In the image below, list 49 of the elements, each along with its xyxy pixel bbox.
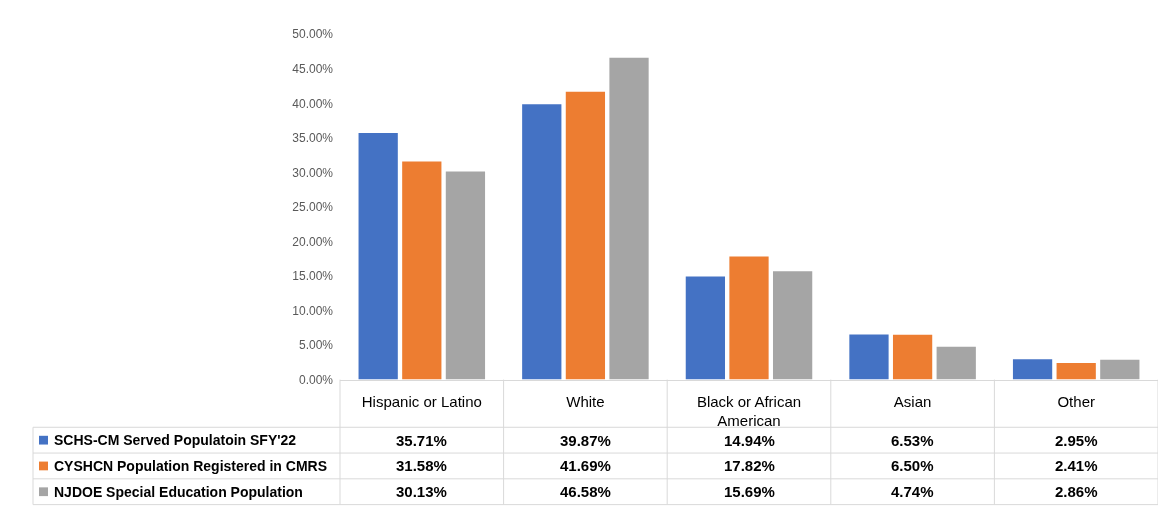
bar — [936, 346, 976, 380]
y-tick-label: 10.00% — [292, 303, 334, 318]
data-label: 17.82% — [724, 457, 775, 474]
bar — [685, 276, 726, 380]
legend-label: NJDOE Special Education Population — [54, 484, 303, 500]
x-tick-label: Black or African American — [696, 392, 802, 430]
x-tick-label: Hispanic or Latino — [361, 392, 482, 410]
y-tick-label: 25.00% — [292, 200, 334, 215]
data-label: 2.41% — [1055, 457, 1098, 474]
bar — [358, 132, 398, 380]
bar — [445, 171, 486, 380]
bar — [402, 161, 442, 380]
bar — [772, 271, 813, 380]
legend-label: SCHS-CM Served Populatoin SFY'22 — [54, 432, 297, 448]
bar — [1012, 359, 1053, 380]
bar — [849, 334, 889, 380]
data-label: 6.50% — [891, 457, 934, 474]
y-tick-label: 40.00% — [292, 96, 334, 111]
data-label: 39.87% — [560, 432, 611, 449]
data-label: 14.94% — [724, 432, 775, 449]
y-tick-label: 0.00% — [298, 372, 334, 387]
y-tick-label: 30.00% — [292, 165, 334, 180]
data-label: 6.53% — [891, 432, 934, 449]
y-tick-label: 50.00% — [292, 27, 334, 42]
bar — [565, 91, 606, 380]
y-tick-label: 20.00% — [292, 234, 334, 249]
x-tick-label: White — [566, 392, 605, 410]
data-label: 2.95% — [1055, 432, 1098, 449]
data-label: 41.69% — [560, 457, 611, 474]
bar — [729, 256, 769, 380]
x-tick-label: Asian — [893, 392, 932, 410]
y-tick-label: 35.00% — [292, 131, 334, 146]
y-tick-label: 5.00% — [298, 338, 334, 353]
data-label: 15.69% — [724, 483, 775, 500]
data-label: 2.86% — [1055, 483, 1098, 500]
bar — [1056, 362, 1096, 380]
data-label: 46.58% — [560, 483, 611, 500]
data-label: 31.58% — [396, 457, 447, 474]
data-label: 4.74% — [891, 483, 934, 500]
bar — [522, 104, 562, 380]
bar — [892, 334, 933, 380]
bar — [609, 57, 649, 380]
y-tick-label: 15.00% — [292, 269, 334, 284]
legend-label: CYSHCN Population Registered in CMRS — [54, 458, 328, 474]
data-label: 35.71% — [396, 432, 447, 449]
y-tick-label: 45.00% — [292, 61, 334, 76]
bar — [1100, 359, 1140, 380]
data-label: 30.13% — [396, 483, 447, 500]
x-tick-label: Other — [1057, 392, 1095, 410]
